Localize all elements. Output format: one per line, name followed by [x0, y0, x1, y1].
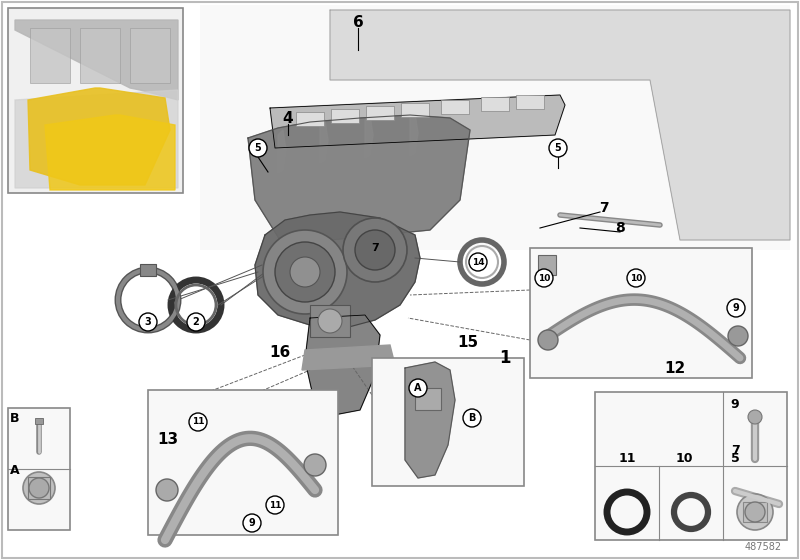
- Bar: [148, 390, 338, 535]
- Bar: [8, 8, 183, 193]
- Text: 12: 12: [664, 361, 686, 376]
- Text: 14: 14: [472, 258, 484, 267]
- Bar: [200, 5, 790, 250]
- Text: 16: 16: [270, 344, 290, 360]
- Bar: [366, 106, 394, 120]
- Text: 7: 7: [371, 243, 379, 253]
- Circle shape: [355, 230, 395, 270]
- Circle shape: [187, 313, 205, 331]
- Circle shape: [728, 326, 748, 346]
- Text: 7: 7: [599, 201, 609, 215]
- Bar: [331, 109, 359, 123]
- Circle shape: [266, 496, 284, 514]
- Circle shape: [139, 313, 157, 331]
- Text: 487582: 487582: [745, 542, 782, 552]
- Polygon shape: [15, 90, 178, 188]
- Text: 9: 9: [249, 518, 255, 528]
- Polygon shape: [365, 115, 373, 158]
- Bar: [516, 95, 544, 109]
- Text: 5: 5: [254, 143, 262, 153]
- Polygon shape: [28, 88, 170, 185]
- Text: 11: 11: [192, 418, 204, 427]
- Circle shape: [737, 494, 773, 530]
- Circle shape: [549, 139, 567, 157]
- Bar: [296, 112, 324, 126]
- Bar: [401, 103, 429, 117]
- Circle shape: [29, 478, 49, 498]
- Polygon shape: [255, 212, 420, 328]
- Bar: [80, 28, 120, 83]
- Bar: [743, 502, 767, 522]
- Bar: [595, 392, 787, 540]
- Polygon shape: [410, 113, 418, 156]
- Polygon shape: [45, 115, 175, 190]
- Text: 3: 3: [145, 317, 151, 327]
- Circle shape: [275, 242, 335, 302]
- Polygon shape: [15, 20, 178, 100]
- Circle shape: [318, 309, 342, 333]
- Circle shape: [249, 139, 267, 157]
- Circle shape: [535, 269, 553, 287]
- Circle shape: [409, 379, 427, 397]
- Text: 4: 4: [282, 110, 294, 125]
- Text: 5: 5: [554, 143, 562, 153]
- Text: 10: 10: [675, 451, 693, 464]
- Text: A: A: [10, 464, 20, 477]
- Text: A: A: [414, 383, 422, 393]
- Bar: [8, 408, 70, 530]
- Text: 7: 7: [730, 444, 739, 456]
- Polygon shape: [330, 10, 790, 240]
- Polygon shape: [320, 120, 328, 163]
- Bar: [28, 477, 50, 499]
- Polygon shape: [278, 130, 286, 173]
- Circle shape: [727, 299, 745, 317]
- Circle shape: [243, 514, 261, 532]
- Circle shape: [469, 253, 487, 271]
- Text: B: B: [10, 412, 20, 424]
- Text: 11: 11: [618, 451, 636, 464]
- Bar: [310, 305, 350, 337]
- Text: 9: 9: [730, 399, 739, 412]
- Bar: [35, 418, 43, 424]
- Text: 5: 5: [730, 451, 739, 464]
- Circle shape: [304, 454, 326, 476]
- Bar: [415, 388, 441, 410]
- Circle shape: [263, 230, 347, 314]
- Text: 8: 8: [615, 221, 625, 235]
- Text: 9: 9: [733, 303, 739, 313]
- Text: 6: 6: [353, 15, 363, 30]
- Text: 2: 2: [193, 317, 199, 327]
- Circle shape: [23, 472, 55, 504]
- Bar: [538, 255, 556, 275]
- Text: 13: 13: [158, 432, 178, 447]
- Text: 10: 10: [538, 273, 550, 282]
- Bar: [372, 358, 524, 486]
- Polygon shape: [270, 95, 565, 148]
- Text: 11: 11: [269, 501, 282, 510]
- Circle shape: [343, 218, 407, 282]
- Circle shape: [748, 410, 762, 424]
- Bar: [130, 28, 170, 83]
- Circle shape: [745, 502, 765, 522]
- Polygon shape: [405, 362, 455, 478]
- Text: 15: 15: [458, 334, 478, 349]
- Text: 10: 10: [630, 273, 642, 282]
- Circle shape: [463, 409, 481, 427]
- Bar: [441, 100, 469, 114]
- Bar: [140, 264, 156, 276]
- Polygon shape: [248, 115, 470, 240]
- Text: B: B: [468, 413, 476, 423]
- Circle shape: [538, 330, 558, 350]
- Circle shape: [290, 257, 320, 287]
- Polygon shape: [302, 345, 395, 370]
- Circle shape: [627, 269, 645, 287]
- Circle shape: [156, 479, 178, 501]
- Bar: [481, 97, 509, 111]
- Circle shape: [189, 413, 207, 431]
- Polygon shape: [305, 315, 380, 418]
- Bar: [530, 248, 752, 378]
- Bar: [30, 28, 70, 83]
- Text: 1: 1: [499, 349, 510, 367]
